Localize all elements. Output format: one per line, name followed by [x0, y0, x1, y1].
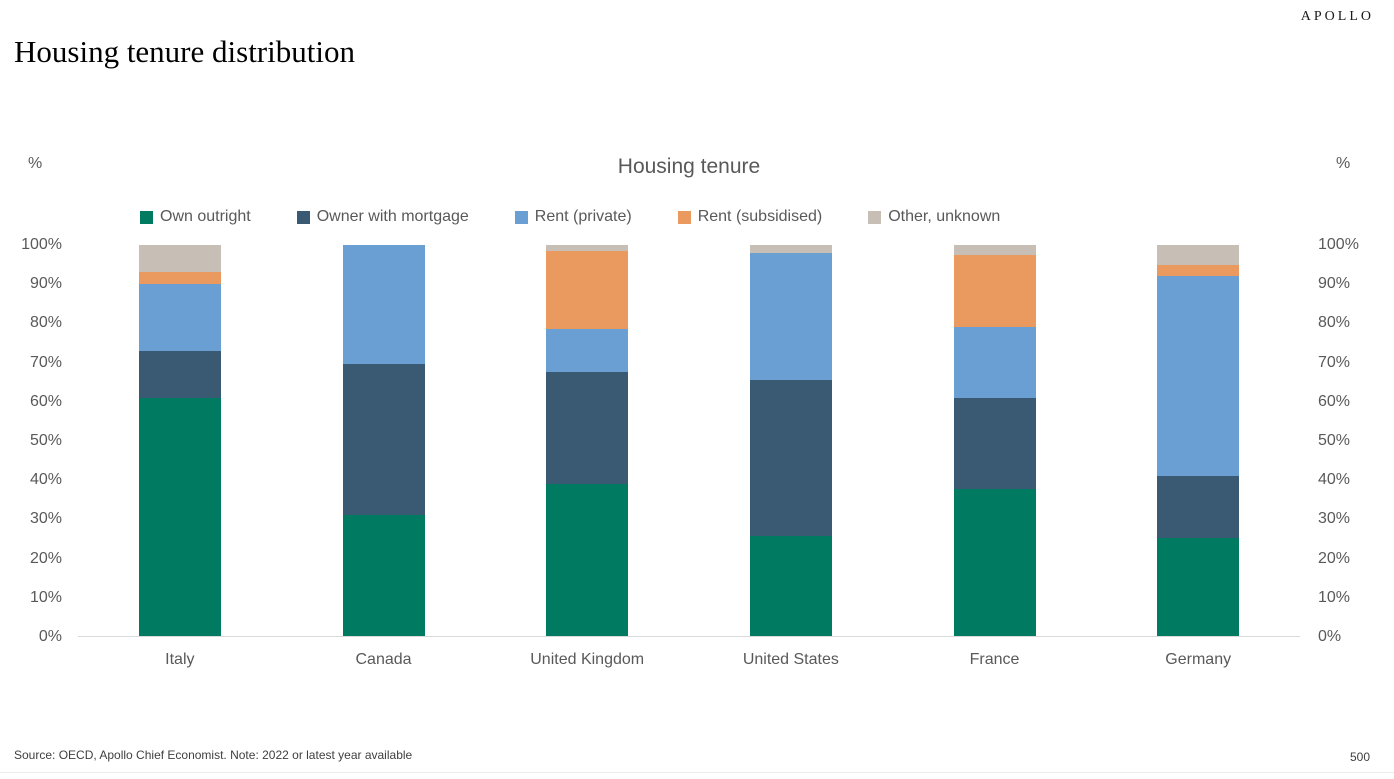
y-axis-tick-label: 80% — [29, 314, 62, 332]
y-axis-tick-label: 0% — [1318, 628, 1342, 645]
bar-segment-other-unknown-italy — [138, 245, 221, 273]
bar-segment-owner-with-mortgage-united-kingdom — [546, 372, 629, 484]
legend-swatch-icon — [868, 210, 882, 224]
x-axis-label-italy: Italy — [165, 651, 195, 668]
bar-segment-rent-subsidised-france — [953, 254, 1036, 328]
y-axis-tick-label: 70% — [29, 353, 62, 371]
legend-item-other-unknown: Other, unknown — [868, 208, 1000, 226]
x-axis-label-united-states: United States — [742, 651, 839, 668]
bar-segment-rent-private-united-states — [749, 252, 832, 380]
bar-segment-rent-private-germany — [1157, 276, 1240, 476]
bar-segment-own-outright-united-states — [749, 536, 832, 636]
y-axis-tick-label: 70% — [1318, 353, 1351, 371]
chart-title: Housing tenure — [617, 155, 761, 178]
x-axis-category-labels: Italy Canada United Kingdom United States Fr… — [78, 651, 1300, 669]
bar-slot-france — [893, 245, 1097, 636]
x-axis-label-france: France — [969, 651, 1020, 668]
bar-segment-rent-private-france — [953, 327, 1036, 398]
bar-segment-owner-with-mortgage-canada — [342, 364, 425, 515]
x-axis-label-canada: Canada — [355, 651, 412, 668]
legend-item-rent-subsidised: Rent (subsidised) — [677, 208, 823, 226]
bar-segment-own-outright-canada — [342, 514, 425, 636]
y-axis-tick-label: 0% — [38, 628, 62, 645]
bar-segment-rent-private-canada — [342, 245, 425, 365]
legend-item-owner-with-mortgage: Owner with mortgage — [296, 208, 469, 226]
y-axis-tick-label: 60% — [29, 392, 62, 410]
legend-item-rent-private: Rent (private) — [514, 208, 632, 226]
bar-segment-rent-private-italy — [138, 284, 221, 351]
bar-slot-united-kingdom — [485, 245, 689, 636]
bar-segment-own-outright-united-kingdom — [546, 483, 629, 636]
legend-swatch-icon — [514, 210, 528, 224]
legend-swatch-icon — [296, 210, 310, 224]
legend-label: Other, unknown — [888, 208, 1001, 225]
y-axis-tick-label: 50% — [1318, 432, 1351, 449]
bar-segment-own-outright-italy — [138, 397, 221, 636]
y-axis-tick-label: 60% — [1318, 392, 1351, 410]
chart-legend: Own outright Owner with mortgage Rent (pri… — [140, 208, 1200, 226]
apollo-logo: APOLLO — [1300, 9, 1374, 24]
bar-segment-own-outright-germany — [1157, 538, 1240, 636]
footer-divider — [0, 772, 1394, 773]
bar-segment-own-outright-france — [953, 489, 1036, 636]
stacked-bar-france — [953, 245, 1036, 636]
bar-segment-other-unknown-united-kingdom — [546, 245, 629, 251]
bar-segment-owner-with-mortgage-france — [953, 397, 1036, 490]
y-axis-tick-label: 30% — [29, 510, 62, 528]
stacked-bar-italy — [138, 245, 221, 636]
bar-segment-rent-private-united-kingdom — [546, 329, 629, 373]
plot-area — [78, 245, 1300, 637]
y-axis-left: 100% 90% 80% 70% 60% 50% 40% 30% 20% 10% 0% — [0, 237, 62, 645]
bar-segment-owner-with-mortgage-italy — [138, 350, 221, 398]
stacked-bar-united-states — [749, 245, 832, 636]
bar-segment-owner-with-mortgage-united-states — [749, 379, 832, 537]
stacked-bar-canada — [342, 245, 425, 636]
bar-slot-italy — [78, 245, 282, 636]
y-axis-tick-label: 10% — [1318, 588, 1351, 606]
legend-label: Rent (subsidised) — [697, 208, 823, 225]
stacked-bar-germany — [1157, 245, 1240, 636]
legend-label: Owner with mortgage — [316, 208, 469, 225]
y-axis-tick-label: 10% — [29, 588, 62, 606]
bar-slot-germany — [1096, 245, 1300, 636]
legend-label: Own outright — [160, 208, 251, 225]
stacked-bar-united-kingdom — [546, 245, 629, 636]
y-axis-tick-label: 50% — [29, 432, 62, 449]
y-axis-tick-label: 20% — [29, 549, 62, 567]
bar-segment-rent-subsidised-italy — [138, 272, 221, 285]
y-axis-tick-label: 40% — [29, 471, 62, 489]
bar-segment-rent-subsidised-germany — [1157, 264, 1240, 277]
bar-segment-other-unknown-germany — [1157, 245, 1240, 265]
y-axis-tick-label: 100% — [21, 236, 62, 253]
legend-item-own-outright: Own outright — [140, 208, 251, 226]
x-axis-label-united-kingdom: United Kingdom — [530, 651, 645, 668]
source-note: Source: OECD, Apollo Chief Economist. No… — [14, 748, 413, 762]
bar-segment-other-unknown-united-states — [749, 245, 832, 253]
y-axis-unit-label-left: % — [28, 155, 43, 172]
y-axis-tick-label: 30% — [1318, 510, 1351, 528]
legend-label: Rent (private) — [534, 208, 632, 225]
bar-slot-united-states — [689, 245, 893, 636]
y-axis-right: 100% 90% 80% 70% 60% 50% 40% 30% 20% 10% 0% — [1318, 237, 1380, 645]
bar-segment-owner-with-mortgage-germany — [1157, 475, 1240, 539]
page-title: Housing tenure distribution — [14, 34, 355, 69]
legend-swatch-icon — [140, 210, 153, 224]
y-axis-tick-label: 90% — [1318, 275, 1351, 293]
y-axis-tick-label: 40% — [1318, 471, 1351, 489]
bar-segment-rent-subsidised-united-kingdom — [546, 250, 629, 330]
bars-container — [78, 245, 1300, 636]
x-axis-label-germany: Germany — [1165, 651, 1232, 668]
legend-swatch-icon — [677, 210, 691, 224]
page-number: 500 — [1349, 750, 1370, 764]
bar-segment-other-unknown-france — [953, 245, 1036, 255]
y-axis-tick-label: 100% — [1318, 236, 1359, 253]
y-axis-tick-label: 20% — [1318, 549, 1351, 567]
y-axis-tick-label: 90% — [29, 275, 62, 293]
y-axis-unit-label-right: % — [1336, 155, 1351, 172]
y-axis-tick-label: 80% — [1318, 314, 1351, 332]
bar-slot-canada — [282, 245, 486, 636]
